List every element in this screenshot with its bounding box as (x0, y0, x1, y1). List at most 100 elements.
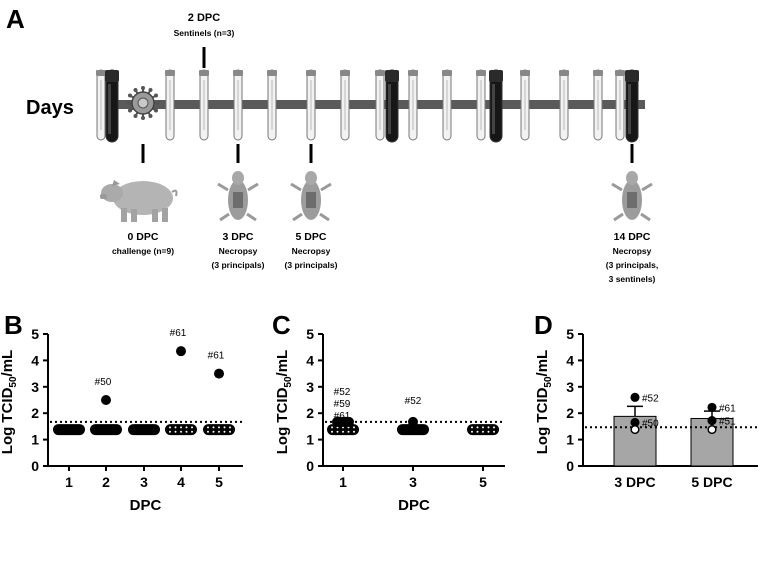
necropsy5-sub2: (3 principals) (285, 260, 338, 270)
y-tick-label: 5 (31, 326, 39, 342)
open-marker-dot (471, 426, 473, 429)
y-label-part: Log TCID (274, 387, 291, 454)
blood-tube-cap (625, 70, 639, 82)
virus-spike-tip (126, 101, 130, 105)
point-label: #59 (334, 399, 351, 410)
below-limit-cluster-2 (90, 424, 122, 436)
pig-leg (613, 212, 624, 222)
open-marker-dot (191, 430, 193, 433)
open-marker-dot (487, 430, 490, 433)
y-tick-label: 2 (306, 405, 314, 421)
data-point-open (630, 425, 640, 435)
pig-leg (320, 182, 332, 192)
virus-spike-tip (128, 93, 132, 98)
virus-spike-tip (133, 88, 138, 92)
point-label: #61 (719, 403, 736, 414)
below-limit-cluster-3 (397, 424, 429, 436)
below-limit-cluster-5 (203, 424, 235, 436)
below-limit-marker (165, 424, 197, 436)
below-limit-cluster-1 (327, 424, 359, 436)
open-marker-dot (342, 430, 344, 433)
pig-leg (247, 182, 259, 192)
pig-leg (611, 182, 623, 192)
virus-icon (126, 86, 160, 120)
y-tick-label: 0 (31, 458, 39, 474)
virus-spike-tip (141, 116, 145, 120)
swab-tube-cap (408, 70, 418, 76)
timeline-panel: A Days 2 DPC Sentinels (n=3) (6, 4, 658, 284)
open-marker-dot (476, 430, 479, 433)
below-limit-marker (203, 424, 235, 436)
y-label-part: /mL (0, 350, 16, 377)
necropsy14-sub1: Necropsy (613, 246, 652, 256)
tube-7 (306, 69, 316, 141)
x-tick-label: 1 (65, 474, 73, 490)
tube-1 (96, 69, 106, 141)
swab-tube-cap (593, 70, 603, 76)
x-tick-label: 5 DPC (691, 474, 732, 490)
panel-letter-b: B (4, 310, 23, 340)
open-marker-dot (174, 430, 177, 433)
tube-12 (442, 69, 452, 141)
pig-leg (290, 182, 302, 192)
virus-spike-tip (141, 86, 145, 90)
y-tick-label: 4 (306, 352, 314, 368)
open-marker-dot (218, 430, 220, 433)
necropsy3-sub2: (3 principals) (212, 260, 265, 270)
y-tick-label: 3 (306, 379, 314, 395)
x-tick-label: 4 (177, 474, 185, 490)
necropsy3-sub1: Necropsy (219, 246, 258, 256)
pig-head (232, 171, 244, 185)
tube-11 (408, 69, 418, 141)
data-point-day3-pig-52 (408, 416, 418, 427)
open-marker-dot (331, 430, 333, 433)
below-limit-marker (467, 424, 499, 436)
tube-15 (520, 69, 530, 141)
open-marker-dot (174, 426, 177, 429)
virus-spike-tip (148, 88, 153, 92)
tube-19 (625, 69, 639, 143)
sentinel-subtitle: Sentinels (n=3) (174, 28, 235, 38)
open-marker-dot (169, 430, 171, 433)
pig-head (305, 171, 317, 185)
tube-13 (476, 69, 486, 141)
y-tick-label: 1 (566, 432, 574, 448)
y-tick-label: 2 (566, 405, 574, 421)
y-tick-label: 5 (566, 326, 574, 342)
open-marker-dot (493, 426, 495, 429)
below-limit-cluster-4 (165, 424, 197, 436)
swab-tube-cap (375, 70, 385, 76)
data-point-pig-61 (176, 346, 186, 357)
y-label-subscript: 50 (283, 376, 294, 388)
swab-tube-cap (267, 70, 277, 76)
y-tick-label: 3 (31, 379, 39, 395)
swab-tube-cap (199, 70, 209, 76)
open-marker-dot (218, 426, 220, 429)
pig-icon (100, 180, 178, 222)
below-limit-cluster-1 (53, 424, 85, 436)
open-marker-dot (180, 430, 182, 433)
y-tick-label: 4 (31, 352, 39, 368)
blood-tube-shine (628, 84, 631, 134)
below-limit-marker (128, 424, 160, 436)
necropsy14-title: 14 DPC (614, 231, 651, 243)
y-tick-label: 0 (566, 458, 574, 474)
open-marker-dot (476, 426, 479, 429)
below-limit-cluster-5 (467, 424, 499, 436)
below-limit-cluster-3 (128, 424, 160, 436)
open-marker-dot (353, 426, 355, 429)
blood-tube-shine (388, 84, 391, 134)
y-label-part: /mL (534, 350, 551, 377)
blood-tube-shine (492, 84, 495, 134)
y-tick-label: 0 (306, 458, 314, 474)
open-marker-dot (185, 430, 188, 433)
panel-letter-c: C (272, 310, 291, 340)
swab-tube-cap (615, 70, 625, 76)
y-tick-label: 1 (31, 432, 39, 448)
tube-6 (267, 69, 277, 141)
open-marker-dot (471, 430, 473, 433)
tube-10 (385, 69, 399, 143)
data-point-day1-cluster (332, 416, 354, 427)
open-marker-dot (331, 426, 333, 429)
